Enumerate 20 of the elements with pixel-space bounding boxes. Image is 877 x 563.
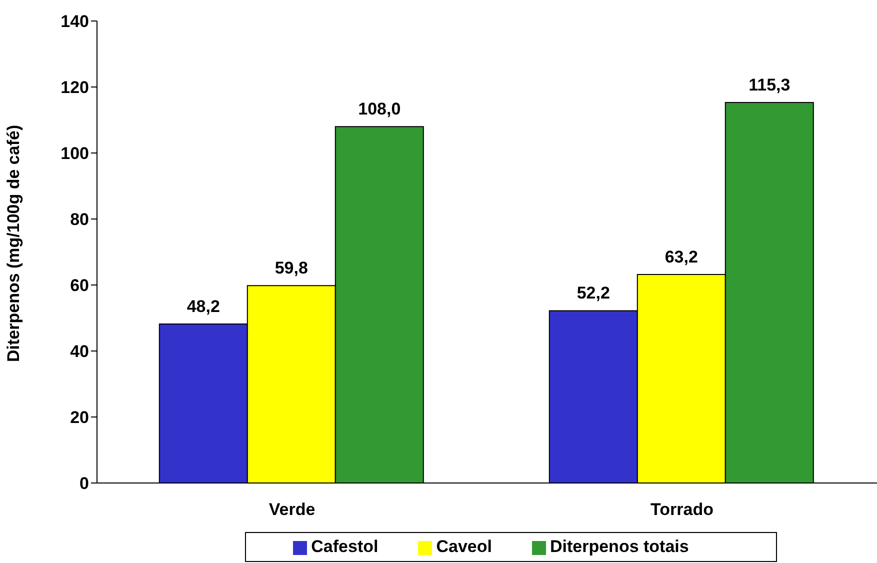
y-tick-label: 120 xyxy=(60,78,89,98)
data-label: 115,3 xyxy=(748,76,790,95)
legend-label: Caveol xyxy=(436,537,492,556)
data-label: 52,2 xyxy=(576,284,610,303)
y-axis-title: Diterpenos (mg/100g de café) xyxy=(4,124,24,362)
y-tick-label: 140 xyxy=(60,12,89,32)
data-label: 48,2 xyxy=(186,296,220,316)
y-tick-label: 100 xyxy=(60,144,89,164)
x-tick-label: Verde xyxy=(268,500,316,520)
data-label: 63,2 xyxy=(664,247,698,266)
data-label: 59,8 xyxy=(274,258,308,278)
y-tick-label: 0 xyxy=(80,474,89,494)
legend-label: Diterpenos totais xyxy=(550,537,689,556)
legend-label: Cafestol xyxy=(311,537,378,556)
y-tick-label: 40 xyxy=(70,342,89,362)
x-tick-label: Torrado xyxy=(650,500,714,520)
y-tick-label: 60 xyxy=(70,276,89,296)
data-label: 108,0 xyxy=(358,100,401,119)
y-tick-label: 80 xyxy=(70,210,89,230)
y-tick-label: 20 xyxy=(70,408,89,428)
